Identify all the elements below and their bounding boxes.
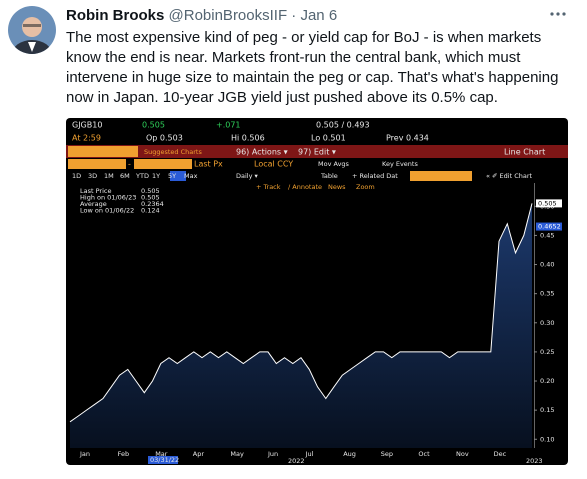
author-name[interactable]: Robin Brooks — [66, 7, 165, 24]
year-label: 2023 — [526, 457, 543, 465]
legend-value: 0.505 — [141, 187, 160, 195]
handle[interactable]: @RobinBrooksIIF — [168, 7, 288, 24]
legend-value: 0.2364 — [141, 200, 164, 208]
chart-tool[interactable]: Table — [320, 172, 338, 180]
year-label: 2022 — [288, 457, 305, 465]
line — [69, 203, 533, 423]
chart-setting[interactable]: Local CCY — [254, 160, 293, 169]
separator: · — [291, 7, 297, 24]
quote-field: Prev 0.434 — [386, 134, 429, 143]
chart-tool[interactable]: Daily ▾ — [236, 172, 259, 180]
chart-setting[interactable]: Key Events — [382, 160, 418, 168]
chart-setting[interactable]: 01/06/2022 — [71, 160, 117, 169]
y-tick-label: 0.25 — [540, 348, 554, 356]
price-tag-label: 0.4652 — [538, 223, 561, 231]
more-menu[interactable] — [548, 10, 568, 18]
y-axis — [534, 183, 535, 448]
x-tick-label: Nov — [456, 450, 469, 458]
tweet-header: Robin Brooks @RobinBrooksIIF · Jan 6 — [66, 7, 337, 24]
chart-tool[interactable]: « ✐ Edit Chart — [486, 172, 533, 180]
legend-label: High on 01/06/23 — [80, 194, 136, 202]
terminal-chart: GJGB10 0.505 +.071 0.505 / 0.493 At 2:59 Op 0… — [66, 118, 568, 465]
x-tick-label: Aug — [343, 450, 356, 458]
date-marker-box — [148, 456, 178, 464]
chart-setting[interactable]: Mov Avgs — [318, 160, 350, 168]
period-button[interactable]: 1Y — [152, 172, 160, 180]
period-button[interactable]: 1M — [104, 172, 114, 180]
period-button[interactable]: YTD — [135, 172, 149, 180]
quote-field: Op 0.503 — [146, 134, 183, 143]
period-button[interactable]: 1D — [72, 172, 81, 180]
x-tick-label: Mar — [155, 450, 168, 458]
period-button[interactable]: 3D — [88, 172, 97, 180]
period-button[interactable]: 5Y — [168, 172, 176, 180]
x-tick-label: Feb — [118, 450, 130, 458]
chart-setting[interactable]: - — [128, 160, 131, 169]
title-bar — [66, 145, 568, 158]
quote-field: Lo 0.501 — [311, 134, 346, 143]
date[interactable]: Jan 6 — [300, 7, 338, 24]
toolbar-item[interactable]: GJGB10 Index — [71, 148, 126, 157]
add-data-box[interactable] — [410, 171, 472, 181]
y-tick-label: 0.15 — [540, 406, 554, 414]
chart-tool[interactable]: Add Data — [414, 172, 444, 180]
period-selected — [170, 171, 186, 181]
x-tick-label: Oct — [418, 450, 430, 458]
date-box[interactable] — [68, 159, 126, 169]
quote-field: Hi 0.506 — [231, 134, 265, 143]
annotate-tool[interactable]: + Track — [256, 183, 281, 191]
price-tag-label: 0.505 — [538, 199, 557, 207]
toolbar-item[interactable]: 96) Actions ▾ — [236, 148, 288, 157]
legend-value: 0.505 — [141, 194, 160, 202]
x-tick-label: Apr — [193, 450, 205, 458]
legend-label: Low on 01/06/22 — [80, 207, 134, 215]
toolbar-item[interactable]: 97) Edit ▾ — [298, 148, 336, 157]
date-box[interactable] — [134, 159, 192, 169]
quote-field: +.071 — [216, 121, 241, 130]
annotate-tool[interactable]: / Annotate — [288, 183, 322, 191]
area — [70, 203, 532, 448]
y-tick-label: 0.20 — [540, 377, 554, 385]
chart-setting[interactable]: Last Px — [194, 160, 223, 169]
annotate-tool[interactable]: Zoom — [356, 183, 375, 191]
x-tick-label: Jul — [305, 450, 314, 458]
date-marker: 03/31/22 — [150, 456, 179, 464]
quote-field: GJGB10 — [72, 121, 102, 130]
x-tick-label: Jun — [267, 450, 278, 458]
annotate-tool[interactable]: News — [328, 183, 346, 191]
y-tick-label: 0.30 — [540, 319, 554, 327]
y-tick-label: 0.35 — [540, 290, 554, 298]
chart-tool[interactable]: + Related Dat — [352, 172, 398, 180]
ticker-box — [68, 146, 138, 157]
price-tag — [536, 222, 562, 231]
quote-field: 0.505 — [142, 121, 165, 130]
quote-field: 0.505 / 0.493 — [316, 121, 370, 130]
legend-label: Average — [80, 200, 107, 208]
y-tick-label: 0.45 — [540, 231, 554, 239]
chart-setting[interactable]: 01/06/2023 — [137, 160, 183, 169]
toolbar-item[interactable]: Suggested Charts — [144, 148, 202, 156]
y-tick-label: 0.10 — [540, 435, 554, 443]
price-tag — [536, 199, 562, 208]
quote-field: At 2:59 — [72, 134, 101, 143]
period-button[interactable]: Max — [184, 172, 198, 180]
x-tick-label: Dec — [494, 450, 507, 458]
toolbar-item[interactable]: Line Chart — [504, 148, 545, 157]
tweet-text: The most expensive kind of peg - or yiel… — [66, 29, 559, 106]
avatar[interactable] — [8, 6, 56, 54]
x-tick-label: May — [230, 450, 244, 458]
legend-value: 0.124 — [141, 207, 160, 215]
legend-label: Last Price — [80, 187, 111, 195]
x-tick-label: Jan — [79, 450, 90, 458]
x-tick-label: Sep — [381, 450, 393, 458]
period-button[interactable]: 6M — [120, 172, 130, 180]
y-tick-label: 0.40 — [540, 261, 554, 269]
